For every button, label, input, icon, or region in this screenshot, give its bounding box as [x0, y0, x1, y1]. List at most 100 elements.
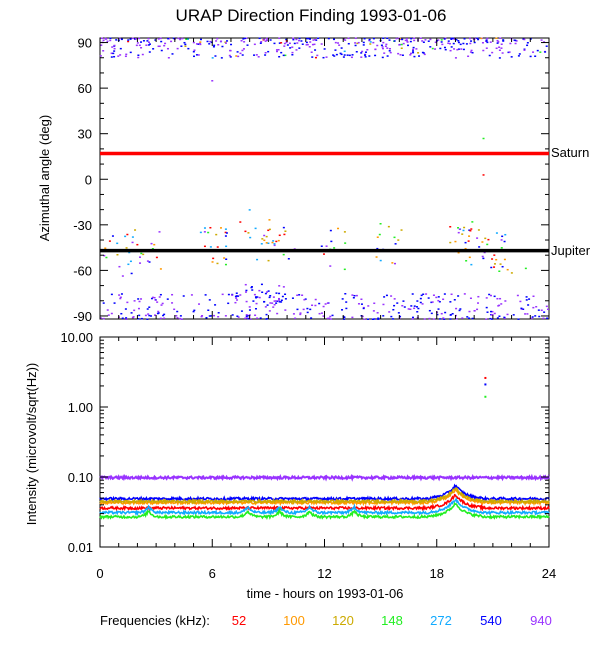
azimuth-point — [156, 301, 159, 303]
azimuth-point — [117, 55, 120, 57]
azimuth-point — [508, 51, 511, 53]
azimuth-point — [245, 289, 248, 292]
y-tick-label: -60 — [73, 263, 92, 278]
azimuth-point — [259, 317, 262, 319]
azimuth-point — [376, 44, 379, 47]
azimuth-point — [525, 296, 528, 298]
azimuth-point — [481, 241, 484, 243]
azimuth-point — [447, 42, 450, 44]
azimuth-point — [537, 309, 540, 311]
intensity-line — [99, 497, 550, 517]
azimuth-point — [344, 242, 347, 244]
azimuth-point — [388, 311, 391, 313]
azimuth-point — [243, 37, 246, 40]
azimuth-point — [314, 56, 317, 59]
azimuth-point — [213, 44, 216, 47]
azimuth-point — [310, 51, 313, 53]
azimuth-point — [287, 258, 290, 260]
azimuth-point — [124, 235, 127, 238]
azimuth-point — [381, 56, 384, 59]
azimuth-point — [171, 53, 174, 55]
azimuth-point — [530, 317, 533, 320]
azimuth-point — [266, 318, 269, 320]
azimuth-point — [532, 51, 535, 53]
azimuth-point — [127, 40, 130, 43]
azimuth-point — [276, 312, 279, 315]
azimuth-point — [203, 231, 206, 233]
azimuth-point — [119, 47, 122, 50]
azimuth-point — [148, 261, 151, 263]
azimuth-point — [137, 56, 140, 59]
azimuth-point — [305, 44, 308, 46]
azimuth-point — [397, 239, 400, 241]
azimuth-point — [360, 298, 363, 300]
azimuth-point — [210, 315, 213, 317]
azimuth-point — [224, 315, 227, 317]
azimuth-point — [457, 231, 460, 234]
azimuth-point — [216, 37, 219, 40]
azimuth-point — [339, 52, 342, 55]
azimuth-point — [221, 293, 224, 296]
azimuth-point — [346, 54, 349, 56]
azimuth-point — [265, 313, 268, 316]
azimuth-point — [275, 302, 278, 304]
azimuth-point — [160, 304, 163, 306]
azimuth-point — [493, 295, 496, 298]
azimuth-point — [214, 304, 217, 306]
azimuth-point — [148, 43, 151, 45]
azimuth-point — [148, 51, 151, 53]
azimuth-point — [401, 54, 404, 57]
azimuth-point — [327, 37, 330, 40]
azimuth-point — [125, 247, 128, 249]
azimuth-point — [267, 259, 270, 262]
azimuth-point — [412, 51, 415, 54]
azimuth-point — [235, 292, 238, 294]
azimuth-point — [131, 37, 134, 40]
azimuth-point — [155, 256, 158, 259]
azimuth-point — [179, 317, 182, 320]
azimuth-point — [518, 53, 521, 55]
azimuth-point — [133, 309, 136, 312]
azimuth-point — [330, 240, 333, 243]
azimuth-point — [534, 315, 537, 317]
azimuth-point — [362, 41, 365, 44]
x-tick-label: 6 — [209, 566, 216, 581]
azimuth-point — [393, 40, 396, 42]
azimuth-point — [133, 300, 136, 302]
azimuth-point — [526, 313, 529, 315]
azimuth-point — [329, 265, 332, 267]
azimuth-point — [164, 42, 167, 45]
azimuth-point — [499, 37, 502, 40]
azimuth-point — [235, 295, 238, 297]
azimuth-point — [417, 307, 420, 310]
azimuth-point — [544, 51, 547, 53]
azimuth-point — [450, 38, 453, 41]
azimuth-point — [159, 37, 162, 40]
azimuth-point — [306, 43, 309, 46]
azimuth-point — [366, 48, 369, 51]
azimuth-point — [523, 49, 526, 51]
azimuth-point — [261, 238, 264, 240]
azimuth-point — [264, 306, 267, 308]
azimuth-point — [145, 44, 148, 46]
azimuth-point — [324, 303, 327, 305]
azimuth-point — [526, 44, 529, 47]
azimuth-point — [340, 47, 343, 49]
azimuth-point — [442, 298, 445, 301]
azimuth-point — [405, 39, 408, 42]
azimuth-point — [413, 305, 416, 307]
azimuth-point — [384, 45, 387, 48]
azimuth-point — [332, 54, 335, 56]
azimuth-point — [456, 48, 459, 51]
azimuth-point — [199, 38, 202, 41]
azimuth-point — [482, 174, 485, 176]
azimuth-point — [137, 307, 140, 310]
azimuth-point — [399, 315, 402, 318]
azimuth-point — [306, 307, 309, 310]
azimuth-point — [413, 37, 416, 40]
azimuth-point — [100, 44, 103, 46]
azimuth-point — [282, 226, 285, 229]
azimuth-point — [415, 48, 418, 50]
azimuth-point — [227, 293, 230, 296]
azimuth-point — [369, 43, 372, 45]
